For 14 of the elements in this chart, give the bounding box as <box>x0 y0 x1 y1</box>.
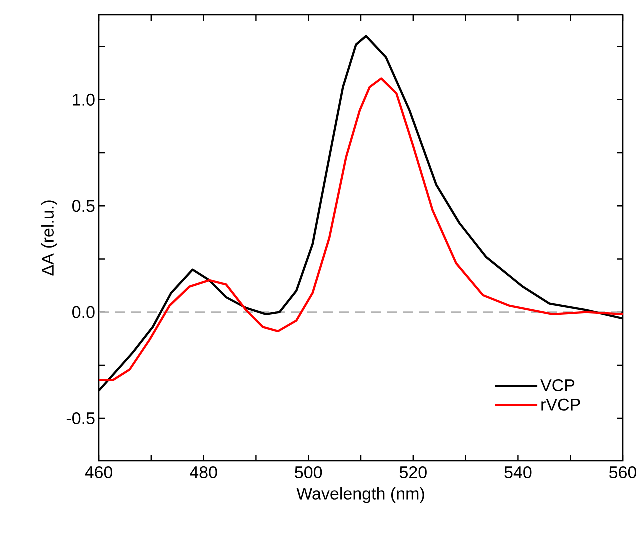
x-axis-title: Wavelength (nm) <box>296 487 424 504</box>
x-tick-label: 560 <box>610 466 637 479</box>
legend-label: VCP <box>540 379 575 392</box>
x-tick-label: 460 <box>85 466 113 479</box>
x-tick-label: 540 <box>504 466 532 479</box>
y-axis-title: ΔA (rel.u.) <box>42 200 58 276</box>
y-tick-label: -0.5 <box>66 412 95 425</box>
y-tick-label: 0.0 <box>72 306 95 318</box>
y-tick-label: 0.5 <box>72 200 95 212</box>
x-tick-label: 500 <box>295 466 322 479</box>
legend-label: rVCP <box>542 398 580 411</box>
x-tick-label: 480 <box>190 466 218 479</box>
y-tick-label: 1.0 <box>73 94 95 106</box>
x-tick-label: 520 <box>400 466 427 479</box>
